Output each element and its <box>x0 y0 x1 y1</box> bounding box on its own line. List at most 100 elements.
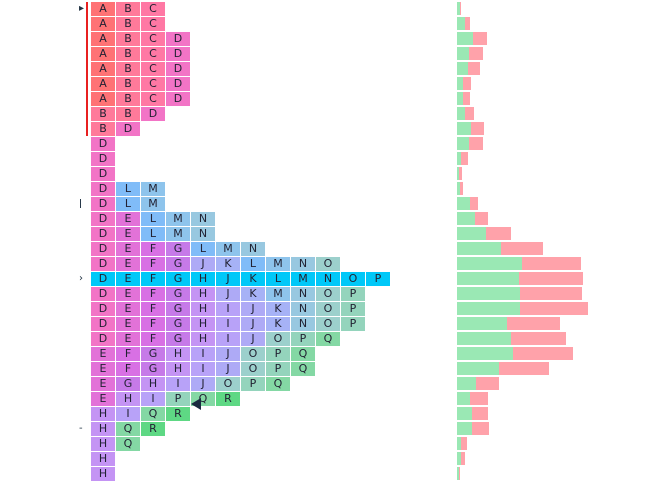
tpo-cell: A <box>91 32 115 46</box>
tpo-cell: M <box>266 257 290 271</box>
tpo-cell: P <box>341 317 365 331</box>
tpo-cell: B <box>116 17 140 31</box>
volume-bar-green <box>457 212 475 225</box>
volume-bar-pink <box>461 437 467 450</box>
volume-bar-pink <box>459 167 462 180</box>
tpo-cell: L <box>116 182 140 196</box>
tpo-cell: D <box>91 257 115 271</box>
tpo-cell: O <box>341 272 365 286</box>
volume-bar-green <box>457 17 465 30</box>
tpo-cell: O <box>316 287 340 301</box>
tpo-cell: C <box>141 77 165 91</box>
tpo-cell: J <box>241 332 265 346</box>
tpo-cell: J <box>216 347 240 361</box>
tpo-cell: K <box>266 317 290 331</box>
tpo-cell: Q <box>291 362 315 376</box>
tpo-cell: L <box>141 212 165 226</box>
tpo-cell: B <box>91 122 115 136</box>
volume-bar-green <box>457 347 513 360</box>
tpo-cell: E <box>91 392 115 406</box>
tpo-cell: D <box>166 62 190 76</box>
tpo-cell: L <box>191 242 215 256</box>
tpo-cell: E <box>116 272 140 286</box>
tpo-cell: I <box>116 407 140 421</box>
tpo-cell: I <box>191 347 215 361</box>
tpo-cell: R <box>216 392 240 406</box>
volume-bar-green <box>457 452 461 465</box>
tpo-cell: F <box>116 362 140 376</box>
tpo-cell: C <box>141 92 165 106</box>
tpo-cell: D <box>166 47 190 61</box>
tpo-cell: J <box>216 287 240 301</box>
tpo-cell: D <box>91 332 115 346</box>
volume-bar-green <box>457 467 459 480</box>
tpo-cell: N <box>316 272 340 286</box>
tpo-cell: G <box>166 242 190 256</box>
tpo-cell: A <box>91 17 115 31</box>
tpo-cell: I <box>216 302 240 316</box>
volume-bar-green <box>457 317 507 330</box>
tpo-cell: F <box>141 317 165 331</box>
tpo-cell: F <box>141 257 165 271</box>
tpo-cell: H <box>91 452 115 466</box>
tpo-cell: D <box>91 212 115 226</box>
tpo-cell: H <box>166 362 190 376</box>
tpo-cell: D <box>166 77 190 91</box>
tpo-cell: G <box>141 347 165 361</box>
tpo-cell: H <box>191 302 215 316</box>
volume-bar-green <box>457 272 519 285</box>
tpo-cell: K <box>241 272 265 286</box>
tpo-cell: D <box>166 92 190 106</box>
volume-bar-green <box>457 242 501 255</box>
row-marker: - <box>79 423 83 434</box>
tpo-cell: H <box>166 347 190 361</box>
tpo-cell: C <box>141 2 165 16</box>
tpo-cell: G <box>166 287 190 301</box>
tpo-cell: E <box>116 332 140 346</box>
tpo-cell: E <box>116 227 140 241</box>
volume-bar-pink <box>519 272 583 285</box>
tpo-cell: F <box>141 287 165 301</box>
volume-bar-pink <box>499 362 549 375</box>
tpo-cell: A <box>91 47 115 61</box>
volume-bar-green <box>457 122 471 135</box>
tpo-cell: H <box>91 407 115 421</box>
tpo-cell: O <box>241 362 265 376</box>
tpo-cell: G <box>166 332 190 346</box>
tpo-cell: D <box>91 197 115 211</box>
tpo-cell: J <box>216 272 240 286</box>
volume-bar-green <box>457 407 472 420</box>
tpo-cell: J <box>216 362 240 376</box>
volume-bar-green <box>457 377 476 390</box>
tpo-cell: E <box>116 212 140 226</box>
tpo-cell: N <box>241 242 265 256</box>
volume-bar-green <box>457 437 461 450</box>
tpo-cell: N <box>191 227 215 241</box>
tpo-cell: G <box>166 302 190 316</box>
tpo-cell: B <box>91 107 115 121</box>
tpo-cell: D <box>141 107 165 121</box>
volume-bar-pink <box>520 302 588 315</box>
volume-bar-pink <box>468 62 480 75</box>
volume-bar-pink <box>473 32 487 45</box>
tpo-cell: I <box>191 362 215 376</box>
tpo-cell: D <box>116 122 140 136</box>
tpo-cell: N <box>191 212 215 226</box>
volume-bar-green <box>457 332 511 345</box>
tpo-cell: H <box>91 437 115 451</box>
volume-bar-pink <box>476 377 499 390</box>
tpo-cell: Q <box>291 347 315 361</box>
volume-bar-pink <box>465 107 474 120</box>
volume-bar-pink <box>522 257 581 270</box>
tpo-cell: J <box>191 377 215 391</box>
volume-bar-green <box>457 257 522 270</box>
volume-bar-pink <box>459 467 460 480</box>
tpo-cell: P <box>291 332 315 346</box>
tpo-cell: C <box>141 32 165 46</box>
tpo-cell: M <box>141 197 165 211</box>
tpo-cell: F <box>141 242 165 256</box>
volume-bar-pink <box>461 452 465 465</box>
tpo-cell: F <box>141 302 165 316</box>
tpo-cell: A <box>91 77 115 91</box>
